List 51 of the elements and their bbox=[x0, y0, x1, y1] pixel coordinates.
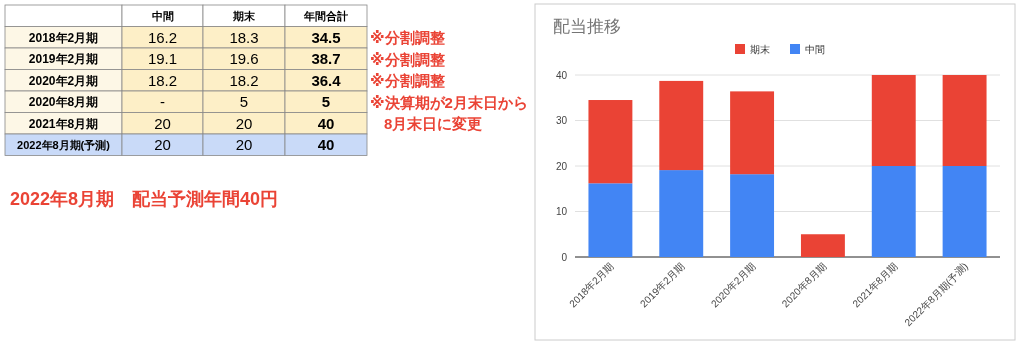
bar bbox=[942, 75, 987, 166]
bar bbox=[871, 75, 916, 166]
legend-label: 期末 bbox=[750, 44, 770, 55]
category-label: 2018年2月期 bbox=[28, 30, 99, 45]
text: ※分割調整 bbox=[370, 29, 445, 47]
chart-title: 配当推移 bbox=[553, 17, 621, 36]
text: 38.7 bbox=[311, 50, 341, 68]
y-tick-label: 30 bbox=[555, 115, 568, 126]
y-tick-label: 40 bbox=[555, 69, 568, 81]
text: 20 bbox=[235, 114, 253, 132]
text: 18.2 bbox=[229, 71, 259, 89]
bar bbox=[588, 183, 633, 257]
bar bbox=[659, 170, 704, 257]
text: 20 bbox=[154, 114, 171, 132]
text: 19.1 bbox=[147, 50, 178, 68]
bar bbox=[871, 166, 916, 257]
text: 5 bbox=[239, 93, 249, 111]
text: 18.2 bbox=[147, 71, 178, 89]
text: - bbox=[160, 93, 165, 111]
y-tick-label: 20 bbox=[555, 160, 568, 172]
text: 19.6 bbox=[229, 50, 259, 68]
bar bbox=[730, 174, 775, 257]
y-tick-label: 10 bbox=[555, 206, 568, 217]
text: ※分割調整 bbox=[370, 50, 445, 68]
text: 中間 bbox=[151, 9, 174, 22]
text: 34.5 bbox=[311, 28, 341, 46]
y-tick-label: 0 bbox=[561, 251, 568, 263]
category-label: 2020年8月期 bbox=[28, 95, 99, 110]
text: 20 bbox=[154, 136, 171, 154]
category-label: 2019年2月期 bbox=[28, 52, 99, 67]
bar bbox=[659, 80, 704, 171]
text: 期末 bbox=[233, 9, 255, 22]
bar bbox=[800, 234, 845, 257]
category-label: 2021年8月期 bbox=[28, 116, 99, 131]
text: 年間合計 bbox=[304, 9, 348, 22]
category-label: 2022年8月期(予測) bbox=[17, 138, 111, 151]
text: 5 bbox=[321, 93, 331, 111]
legend-label: 中間 bbox=[805, 44, 825, 55]
text: 18.3 bbox=[229, 28, 259, 46]
text: ※分割調整 bbox=[370, 72, 445, 90]
text: 40 bbox=[317, 136, 335, 154]
text: 20 bbox=[235, 136, 253, 154]
bar bbox=[730, 91, 775, 175]
text: 40 bbox=[317, 114, 335, 132]
text: 2022年8月期 配当予測年間40円 bbox=[10, 189, 279, 209]
text: 36.4 bbox=[311, 71, 341, 89]
text: ※決算期が2月末日から 8月末日に変更 bbox=[370, 93, 533, 133]
category-label: 2020年2月期 bbox=[28, 73, 99, 88]
bar bbox=[588, 100, 633, 184]
text: 16.2 bbox=[147, 28, 178, 46]
bar bbox=[942, 166, 987, 257]
